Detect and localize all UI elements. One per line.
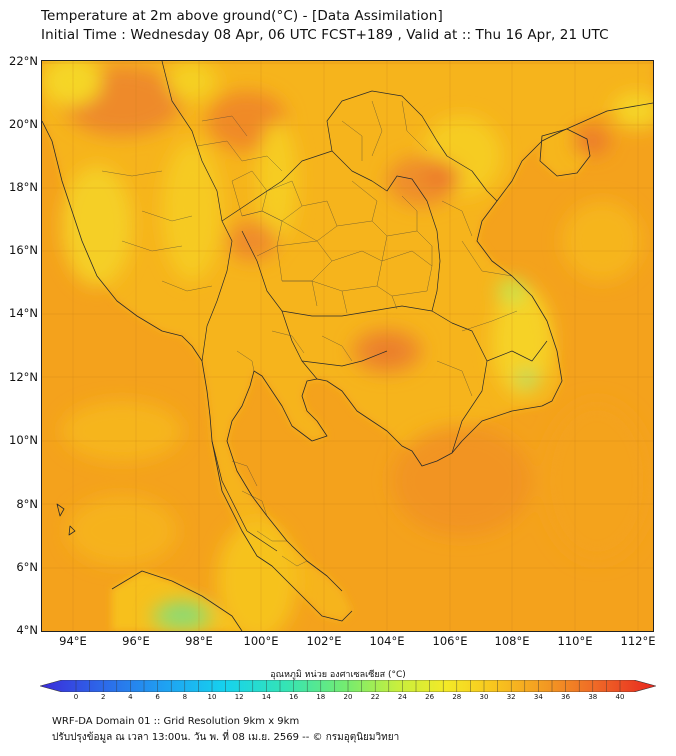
colorbar-tick-label: 4: [128, 693, 133, 701]
lat-label: 20°N: [9, 117, 38, 131]
colorbar-tick-label: 16: [289, 693, 299, 701]
country-borders: [161, 61, 548, 552]
lon-label: 102°E: [306, 634, 342, 648]
lon-label: 106°E: [432, 634, 468, 648]
coastlines: [42, 102, 653, 631]
colorbar-tick-label: 20: [343, 693, 353, 701]
lat-label: 10°N: [9, 433, 38, 447]
chart-title: Temperature at 2m above ground(°C) - [Da…: [41, 8, 443, 24]
colorbar-tick-label: 6: [155, 693, 160, 701]
colorbar-tick-label: 32: [506, 693, 516, 701]
map-canvas: [42, 61, 653, 631]
province-borders: [101, 100, 518, 567]
temperature-map[interactable]: [41, 60, 654, 632]
lon-label: 100°E: [243, 634, 279, 648]
colorbar-tick-label: 24: [397, 693, 407, 701]
grid-lines: [42, 61, 653, 631]
lon-label: 94°E: [59, 634, 87, 648]
chart-subtitle: Initial Time : Wednesday 08 Apr, 06 UTC …: [41, 27, 609, 43]
colorbar-tick-label: 26: [425, 693, 435, 701]
colorbar-tick-label: 14: [261, 693, 271, 701]
footer-update: ปรับปรุงข้อมูล ณ เวลา 13:00น. วัน พ. ที่…: [52, 732, 400, 743]
footer-domain: WRF-DA Domain 01 :: Grid Resolution 9km …: [52, 716, 300, 727]
lat-label: 12°N: [9, 370, 38, 384]
lat-label: 18°N: [9, 180, 38, 194]
colorbar-tick-label: 2: [100, 693, 106, 701]
colorbar-tick-label: 8: [182, 693, 188, 701]
lon-label: 98°E: [185, 634, 213, 648]
colorbar-tick-label: 36: [561, 693, 571, 701]
lat-label: 22°N: [9, 54, 38, 68]
lon-label: 108°E: [494, 634, 530, 648]
colorbar-tick-label: 0: [73, 693, 79, 701]
lat-label: 4°N: [16, 623, 38, 637]
lat-label: 6°N: [16, 560, 38, 574]
lat-label: 16°N: [9, 243, 38, 257]
colorbar-tick-label: 30: [479, 693, 489, 701]
colorbar-tick-label: 22: [370, 693, 380, 701]
lon-label: 112°E: [620, 634, 656, 648]
temperature-anomalies: [42, 61, 653, 631]
lat-label: 14°N: [9, 306, 38, 320]
lon-label: 110°E: [557, 634, 593, 648]
lat-label: 8°N: [16, 497, 38, 511]
lon-label: 96°E: [122, 634, 150, 648]
colorbar-tick-label: 40: [615, 693, 625, 701]
lon-label: 104°E: [369, 634, 405, 648]
colorbar: [40, 680, 656, 692]
colorbar-tick-label: 28: [452, 693, 462, 701]
colorbar-tick-label: 38: [588, 693, 598, 701]
colorbar-tick-label: 18: [316, 693, 326, 701]
colorbar-tick-label: 12: [234, 693, 244, 701]
colorbar-tick-label: 10: [207, 693, 217, 701]
colorbar-tick-label: 34: [533, 693, 543, 701]
colorbar-title: อุณหภูมิ หน่วย องศาเซลเซียส (°C): [270, 670, 406, 680]
